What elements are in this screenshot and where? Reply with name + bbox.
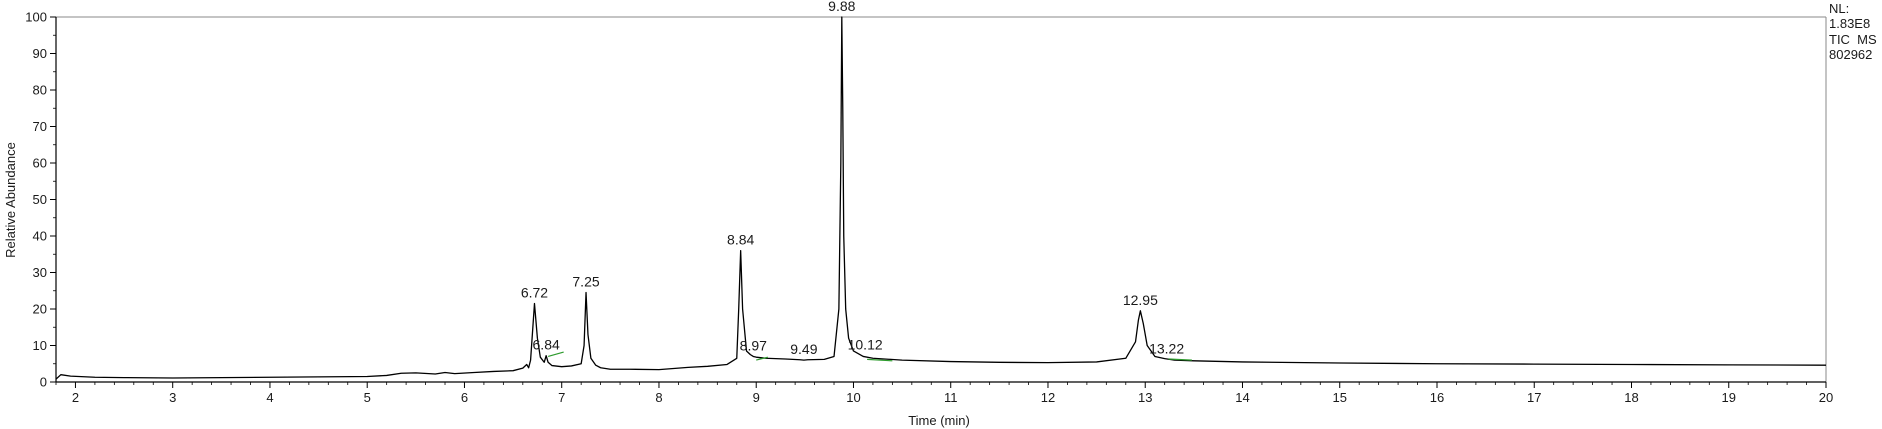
peak-label: 9.88 bbox=[828, 0, 855, 14]
normalization-level-label: NL: bbox=[1829, 1, 1849, 16]
x-tick-label: 14 bbox=[1235, 390, 1249, 405]
scan-filter: TIC MS bbox=[1829, 32, 1877, 47]
tic-trace bbox=[55, 16, 1827, 380]
peak-label: 13.22 bbox=[1149, 340, 1184, 356]
x-axis-title: Time (min) bbox=[908, 413, 970, 428]
y-tick-label: 40 bbox=[33, 229, 47, 244]
y-tick-label: 90 bbox=[33, 46, 47, 61]
peak-label-layer: 6.72 6.84 7.25 8.84 8.97 9.49 9.88 10.12 12.95 13… bbox=[521, 0, 1184, 357]
y-tick-label: 70 bbox=[33, 119, 47, 134]
x-tick-label: 2 bbox=[72, 390, 79, 405]
x-tick-label: 10 bbox=[846, 390, 860, 405]
y-tick-label: 60 bbox=[33, 156, 47, 171]
y-tick-label: 80 bbox=[33, 83, 47, 98]
peak-baseline-marker bbox=[1168, 358, 1192, 361]
scan-info: NL: 1.83E8 TIC MS 802962 bbox=[1829, 1, 1877, 62]
peak-label: 12.95 bbox=[1123, 292, 1158, 308]
plot-frame bbox=[55, 16, 1827, 383]
trace-layer bbox=[55, 16, 1827, 380]
baseline-marker-layer bbox=[547, 351, 1192, 362]
peak-label: 7.25 bbox=[572, 274, 599, 290]
x-tick-label: 6 bbox=[461, 390, 468, 405]
x-tick-label: 16 bbox=[1430, 390, 1444, 405]
peak-baseline-marker bbox=[867, 358, 893, 362]
x-tick-label: 11 bbox=[944, 390, 958, 405]
y-tick-label: 10 bbox=[33, 338, 47, 353]
x-tick-label: 20 bbox=[1819, 390, 1833, 405]
peak-label: 9.49 bbox=[790, 341, 817, 357]
x-tick-label: 3 bbox=[169, 390, 176, 405]
x-tick-label: 8 bbox=[655, 390, 662, 405]
normalization-level-value: 1.83E8 bbox=[1829, 16, 1870, 31]
x-tick-label: 18 bbox=[1624, 390, 1638, 405]
x-tick-label: 4 bbox=[266, 390, 273, 405]
y-tick-label: 50 bbox=[33, 192, 47, 207]
x-tick-label: 9 bbox=[753, 390, 760, 405]
y-tick-label: 0 bbox=[40, 375, 47, 390]
x-tick-label: 17 bbox=[1527, 390, 1541, 405]
x-tick-label: 13 bbox=[1138, 390, 1152, 405]
y-tick-label: 30 bbox=[33, 265, 47, 280]
x-tick-label: 12 bbox=[1041, 390, 1055, 405]
y-tick-label: 20 bbox=[33, 302, 47, 317]
y-tick-label: 100 bbox=[25, 10, 47, 25]
y-axis: 0 10 20 30 40 50 60 70 80 90 100 bbox=[25, 10, 56, 390]
peak-label: 6.72 bbox=[521, 285, 548, 301]
file-name: 802962 bbox=[1829, 47, 1872, 62]
x-tick-label: 15 bbox=[1333, 390, 1347, 405]
y-axis-title: Relative Abundance bbox=[3, 142, 18, 258]
peak-label: 8.84 bbox=[727, 232, 754, 248]
peak-label: 8.97 bbox=[740, 337, 767, 353]
x-tick-label: 7 bbox=[558, 390, 565, 405]
peak-baseline-marker bbox=[547, 351, 564, 358]
x-axis: 2 3 4 5 6 7 8 9 10 11 12 13 14 15 16 17 18 19 20 bbox=[55, 382, 1833, 405]
peak-label: 10.12 bbox=[848, 336, 883, 352]
x-tick-label: 5 bbox=[364, 390, 371, 405]
peak-label: 6.84 bbox=[533, 337, 560, 353]
peak-baseline-marker bbox=[756, 356, 769, 361]
x-tick-label: 19 bbox=[1722, 390, 1736, 405]
